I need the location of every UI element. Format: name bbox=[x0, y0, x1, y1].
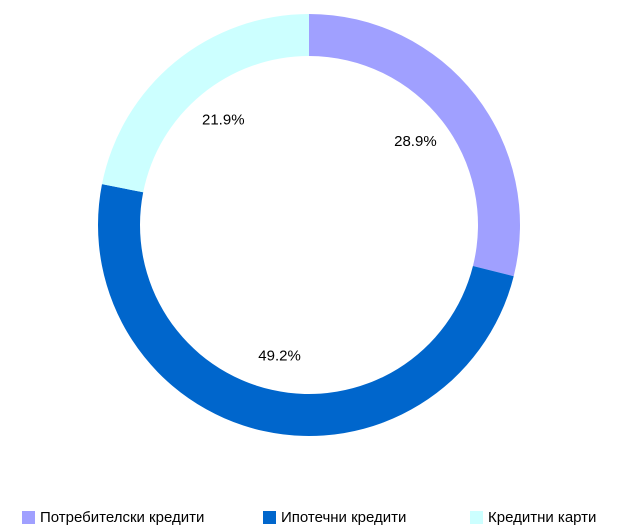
legend-swatch bbox=[263, 511, 276, 524]
legend-label: Потребителски кредити bbox=[40, 509, 204, 526]
legend-swatch bbox=[22, 511, 35, 524]
legend-swatch bbox=[470, 511, 483, 524]
legend-label: Ипотечни кредити bbox=[281, 509, 406, 526]
data-label: 49.2% bbox=[258, 348, 301, 365]
donut-slice bbox=[101, 14, 309, 193]
data-label: 21.9% bbox=[202, 112, 245, 129]
donut-slice bbox=[309, 14, 520, 277]
donut-slice bbox=[97, 184, 514, 437]
legend-label: Кредитни карти bbox=[488, 509, 596, 526]
data-label: 28.9% bbox=[394, 133, 437, 150]
